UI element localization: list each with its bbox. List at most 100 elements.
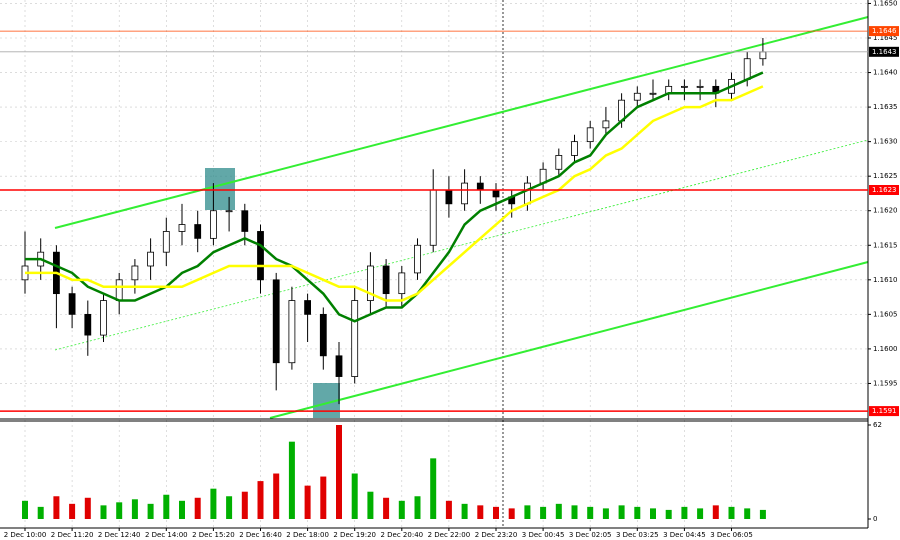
candle-body (100, 300, 107, 336)
volume-bar (304, 485, 311, 519)
x-tick-label: 2 Dec 12:40 (98, 531, 141, 539)
volume-bar (210, 488, 217, 519)
volume-bar (383, 497, 390, 519)
y-tick-label: 1.1600 (873, 345, 898, 353)
candle-body (743, 58, 751, 80)
volume-bar (650, 508, 656, 519)
candle-body (524, 182, 531, 205)
price-label: 1.1646 (872, 27, 897, 35)
volume-bar (163, 494, 170, 519)
x-tick-label: 2 Dec 11:20 (51, 531, 94, 539)
volume-bar (69, 503, 76, 519)
candle-body (571, 141, 578, 156)
volume-bar (100, 505, 107, 519)
volume-bar (241, 491, 248, 519)
candle-body (681, 85, 688, 88)
candle-body (602, 120, 610, 129)
candle-body (115, 279, 123, 301)
y-tick-label: 1.1595 (873, 379, 898, 387)
x-tick-label: 3 Dec 04:45 (663, 531, 706, 539)
candle-body (445, 189, 453, 205)
volume-bar (179, 500, 185, 519)
candle-body (178, 224, 186, 232)
volume-bar (571, 505, 578, 519)
candle-body (288, 300, 296, 364)
y-tick-label: 1.1645 (873, 34, 898, 42)
volume-bar (84, 497, 91, 519)
volume-bar (602, 508, 609, 519)
candle-body (555, 155, 563, 170)
candle-body (759, 51, 767, 60)
volume-bar (273, 473, 280, 519)
y-tick-label: 1.1635 (873, 103, 898, 111)
volume-tick-label: 62 (873, 421, 882, 429)
price-label-box (869, 185, 899, 195)
volume-bar (257, 481, 264, 519)
candle-body (304, 300, 312, 315)
candle-body (476, 182, 484, 191)
candle-body (633, 92, 641, 101)
volume-bar (288, 441, 295, 519)
candle-body (382, 265, 390, 295)
candle-body (414, 244, 421, 274)
volume-bar (131, 499, 138, 519)
price-label: 1.1643 (872, 48, 897, 56)
candle-body (257, 231, 264, 281)
moving-average (25, 85, 764, 302)
price-label-box (869, 26, 899, 37)
y-tick-label: 1.1610 (873, 276, 898, 284)
x-tick-label: 2 Dec 19:20 (333, 531, 376, 539)
volume-bar (728, 506, 735, 519)
volume-bar (493, 506, 499, 519)
x-tick-label: 2 Dec 22:00 (428, 531, 471, 539)
price-label-box (869, 46, 899, 57)
volume-bar (508, 508, 515, 519)
volume-bar (665, 509, 672, 519)
plot (21, 38, 767, 519)
volume-bar (540, 506, 547, 519)
candle-body (272, 279, 280, 364)
candle-body (319, 313, 327, 357)
x-tick-label: 2 Dec 16:40 (239, 531, 282, 539)
volume-bar (697, 508, 704, 519)
candle-body (162, 231, 170, 253)
x-tick-label: 2 Dec 10:00 (4, 531, 47, 539)
price-label-box (869, 406, 899, 417)
candle-body (225, 210, 233, 213)
y-tick-label: 1.1640 (873, 69, 898, 77)
candle-body (131, 265, 139, 281)
volume-bar (587, 506, 594, 519)
volume-bar (634, 506, 641, 519)
candle-body (335, 355, 343, 377)
x-tick-label: 2 Dec 14:00 (145, 531, 188, 539)
volume-bar (226, 496, 233, 519)
candle-body (649, 92, 657, 95)
x-tick-label: 3 Dec 02:05 (569, 531, 612, 539)
y-tick-label: 1.1615 (873, 241, 898, 249)
entry-marker (205, 168, 235, 210)
volume-bar (320, 476, 327, 519)
x-tick-label: 2 Dec 23:20 (475, 531, 518, 539)
candle-body (492, 189, 500, 198)
candle-body (351, 300, 359, 377)
volume-bar (336, 425, 342, 519)
x-tick-label: 2 Dec 20:40 (380, 531, 423, 539)
volume-bar (445, 500, 452, 519)
price-label: 1.1623 (872, 186, 897, 194)
volume-bar (618, 505, 625, 519)
y-tick-label: 1.1630 (873, 138, 898, 146)
volume-bar (116, 502, 123, 519)
volume-bar (147, 503, 154, 519)
volume-bar (367, 491, 374, 519)
y-tick-label: 1.1650 (873, 0, 898, 7)
trend-line (269, 261, 869, 419)
candle-body (461, 182, 469, 205)
volume-bar (351, 473, 358, 519)
x-tick-label: 3 Dec 00:45 (522, 531, 565, 539)
volume-bar (555, 503, 562, 519)
volume-bar (712, 505, 719, 519)
candle-body (241, 210, 249, 232)
x-tick-label: 2 Dec 18:00 (286, 531, 329, 539)
volume-bar (398, 500, 405, 519)
